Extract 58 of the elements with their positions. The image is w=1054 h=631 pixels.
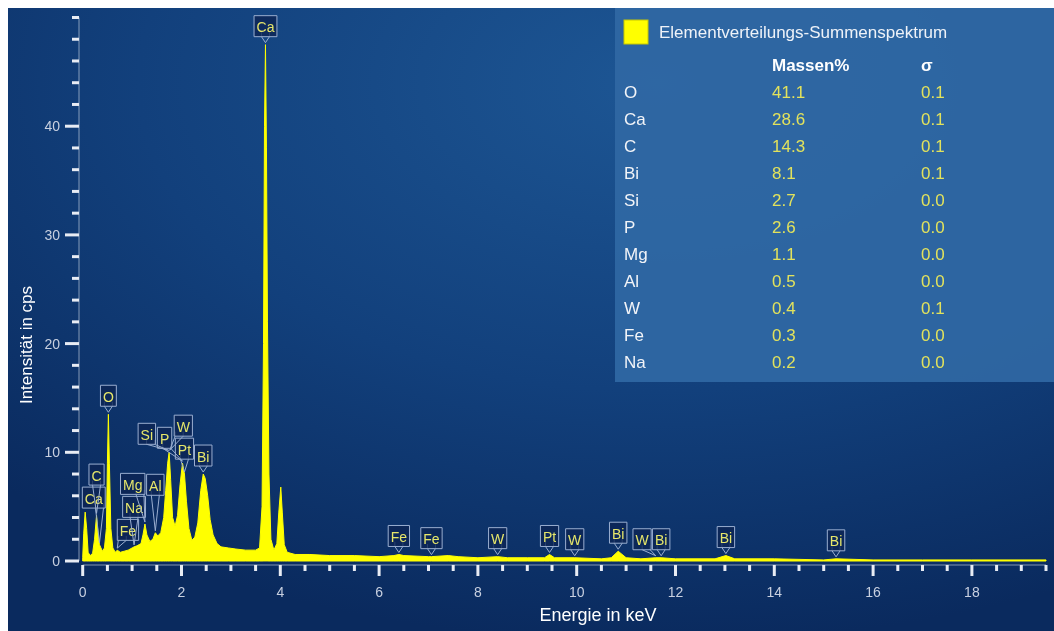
data-label: 0.0 xyxy=(921,190,945,210)
category-label: C xyxy=(624,136,637,156)
data-label: 8.1 xyxy=(772,163,796,183)
data-label: 0.0 xyxy=(921,352,945,372)
legend-label: Elementverteilungs-Summenspektrum xyxy=(659,22,948,42)
category-label: Bi xyxy=(624,163,640,183)
data-label: 0.1 xyxy=(921,136,945,156)
series-label: Massen% xyxy=(772,55,850,75)
category-label: Si xyxy=(624,190,640,210)
x-tick-label: 14 xyxy=(766,584,783,600)
data-label: 0.1 xyxy=(921,82,945,102)
category-label: Mg xyxy=(624,244,648,264)
x-tick-label: 2 xyxy=(177,584,186,600)
annotation: Bi xyxy=(197,448,210,465)
annotation: Al xyxy=(149,477,162,494)
data-label: 0.1 xyxy=(921,298,945,318)
data-label: 0.0 xyxy=(921,217,945,237)
data-label: 41.1 xyxy=(772,82,806,102)
x-tick-label: 16 xyxy=(865,584,882,600)
y-tick-label: 0 xyxy=(52,553,61,569)
y-tick-label: 10 xyxy=(44,444,61,461)
data-label: 0.1 xyxy=(921,163,945,183)
y-axis-title: Intensität in cps xyxy=(16,285,36,405)
data-label: 0.0 xyxy=(921,325,945,345)
x-axis-title: Energie in keV xyxy=(539,605,657,625)
data-label: 0.5 xyxy=(772,271,796,291)
category-label: Ca xyxy=(624,109,647,129)
y-tick-label: 20 xyxy=(44,335,61,352)
category-label: P xyxy=(624,217,636,237)
category-label: Al xyxy=(624,271,640,291)
annotation: O xyxy=(102,388,114,405)
data-label: 2.6 xyxy=(772,217,796,237)
category-label: Fe xyxy=(624,325,644,345)
category-label: W xyxy=(624,298,641,318)
y-tick-label: 30 xyxy=(44,226,61,243)
data-label: 14.3 xyxy=(772,136,806,156)
x-tick-label: 4 xyxy=(276,584,285,600)
data-label: 1.1 xyxy=(772,244,796,264)
data-label: 0.4 xyxy=(772,298,796,318)
data-label: 0.0 xyxy=(921,244,945,264)
annotation: C xyxy=(91,467,102,484)
category-label: O xyxy=(624,82,638,102)
x-tick-label: 10 xyxy=(568,584,585,600)
x-tick-label: 12 xyxy=(667,584,684,600)
annotation: P xyxy=(159,430,170,447)
data-label: 28.6 xyxy=(772,109,806,129)
data-label: 0.3 xyxy=(772,325,796,345)
data-label: 0.2 xyxy=(772,352,796,372)
data-label: 2.7 xyxy=(772,190,796,210)
data-label: 0.1 xyxy=(921,109,945,129)
data-label: 0.0 xyxy=(921,271,945,291)
y-tick-label: 40 xyxy=(44,118,61,135)
x-tick-label: 0 xyxy=(78,584,87,600)
x-tick-label: 8 xyxy=(474,584,482,600)
x-tick-label: 6 xyxy=(375,584,384,600)
x-tick-label: 18 xyxy=(964,584,980,600)
text: σ xyxy=(921,55,933,75)
category-label: Na xyxy=(624,352,647,372)
